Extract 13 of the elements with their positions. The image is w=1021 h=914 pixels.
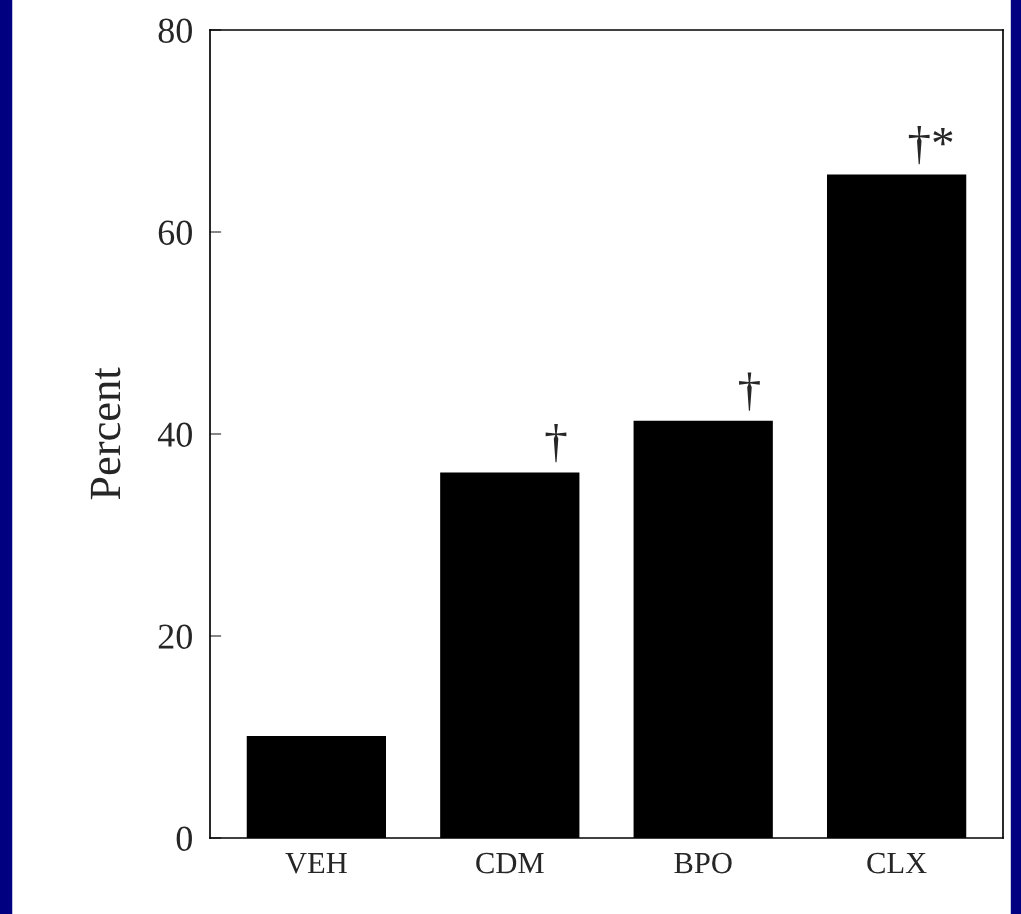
x-tick-label: CLX	[867, 852, 927, 874]
y-tick-label: 40	[157, 422, 192, 447]
y-tick-label: 0	[176, 826, 192, 851]
y-axis-title: Percent	[90, 367, 121, 500]
annotation: †	[739, 372, 760, 411]
x-tick-label: CDM	[476, 852, 544, 874]
x-tick-label: VEH	[285, 853, 347, 874]
y-tick-label: 20	[158, 624, 192, 649]
y-tick-label: 80	[158, 18, 192, 43]
y-tick-label: 60	[158, 220, 192, 245]
annotation: †	[545, 424, 567, 463]
x-tick-label: BPO	[674, 852, 732, 874]
annotation: †*	[908, 126, 953, 165]
